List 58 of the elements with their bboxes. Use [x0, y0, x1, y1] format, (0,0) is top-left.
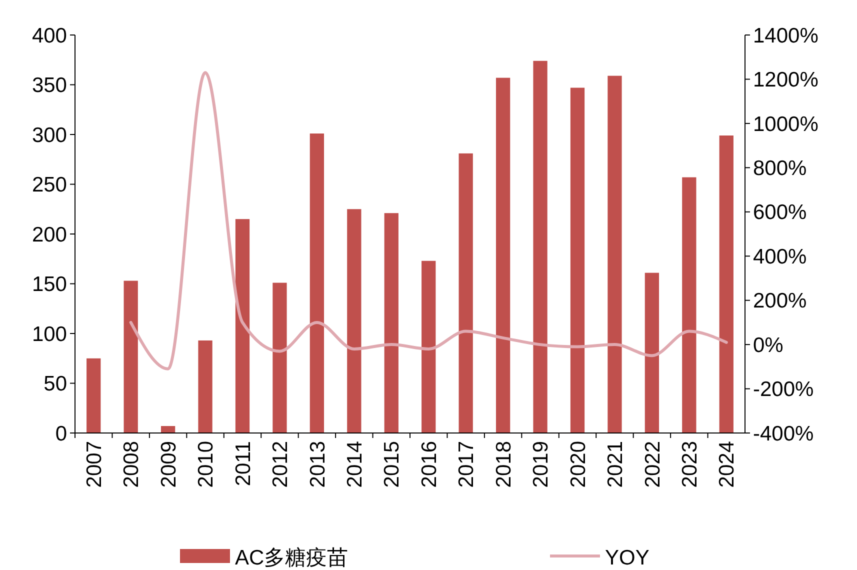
y-tick-label: 50 [44, 372, 67, 396]
x-tick-label: 2024 [716, 440, 739, 488]
y2-tick-label: 600% [753, 201, 807, 224]
y-tick-label: 100 [32, 322, 67, 346]
x-tick-label: 2007 [82, 441, 106, 488]
x-tick-label: 2012 [269, 441, 292, 488]
bar [347, 209, 362, 433]
x-tick-label: 2017 [455, 441, 478, 488]
bar [496, 78, 510, 433]
x-tick-label: 2009 [157, 441, 180, 488]
y2-tick-label: 200% [753, 290, 807, 313]
x-tick-label: 2021 [604, 441, 628, 488]
bar [272, 282, 287, 433]
bar [533, 60, 548, 433]
y-tick-label: 400 [32, 24, 67, 48]
y-tick-label: 300 [32, 124, 67, 147]
bar [384, 213, 398, 433]
x-tick-label: 2022 [641, 441, 664, 488]
bar [86, 358, 101, 433]
x-tick-label: 2023 [678, 441, 702, 488]
y-tick-label: 150 [32, 273, 67, 296]
bar [198, 340, 212, 433]
x-tick-label: 2010 [194, 441, 218, 488]
y2-tick-label: -200% [753, 378, 814, 402]
y2-tick-label: 1000% [753, 112, 818, 136]
y2-tick-label: 800% [753, 157, 807, 180]
bar [682, 177, 696, 433]
y-tick-label: 250 [32, 174, 67, 197]
y-tick-label: 350 [32, 74, 67, 98]
bar [644, 272, 660, 433]
x-tick-label: 2008 [120, 441, 144, 488]
x-tick-label: 2015 [380, 441, 404, 488]
bar [458, 153, 473, 433]
bar [235, 219, 250, 433]
bar [422, 260, 436, 433]
x-tick-label: 2011 [232, 441, 255, 486]
x-tick-label: 2014 [344, 440, 367, 488]
bar [310, 134, 324, 433]
x-tick-label: 2016 [418, 441, 441, 488]
bar [160, 426, 176, 433]
bar [719, 135, 734, 433]
x-tick-label: 2013 [306, 441, 330, 488]
y2-tick-label: 0% [753, 334, 784, 357]
y-tick-label: 200 [32, 223, 67, 246]
line-series [129, 71, 728, 370]
bar [608, 76, 622, 433]
y2-tick-label: 1200% [753, 68, 818, 92]
bar [124, 280, 138, 433]
bar [570, 88, 585, 433]
y-tick-label: 0 [55, 422, 67, 446]
y2-tick-label: 1400% [753, 24, 818, 48]
x-tick-label: 2019 [530, 441, 553, 488]
legend-label: YOY [605, 546, 650, 570]
x-tick-label: 2018 [492, 441, 516, 488]
y2-tick-label: 400% [753, 245, 807, 268]
y2-tick-label: -400% [753, 422, 814, 446]
legend-label: AC多糖疫苗 [235, 546, 348, 570]
x-tick-label: 2020 [566, 441, 590, 488]
